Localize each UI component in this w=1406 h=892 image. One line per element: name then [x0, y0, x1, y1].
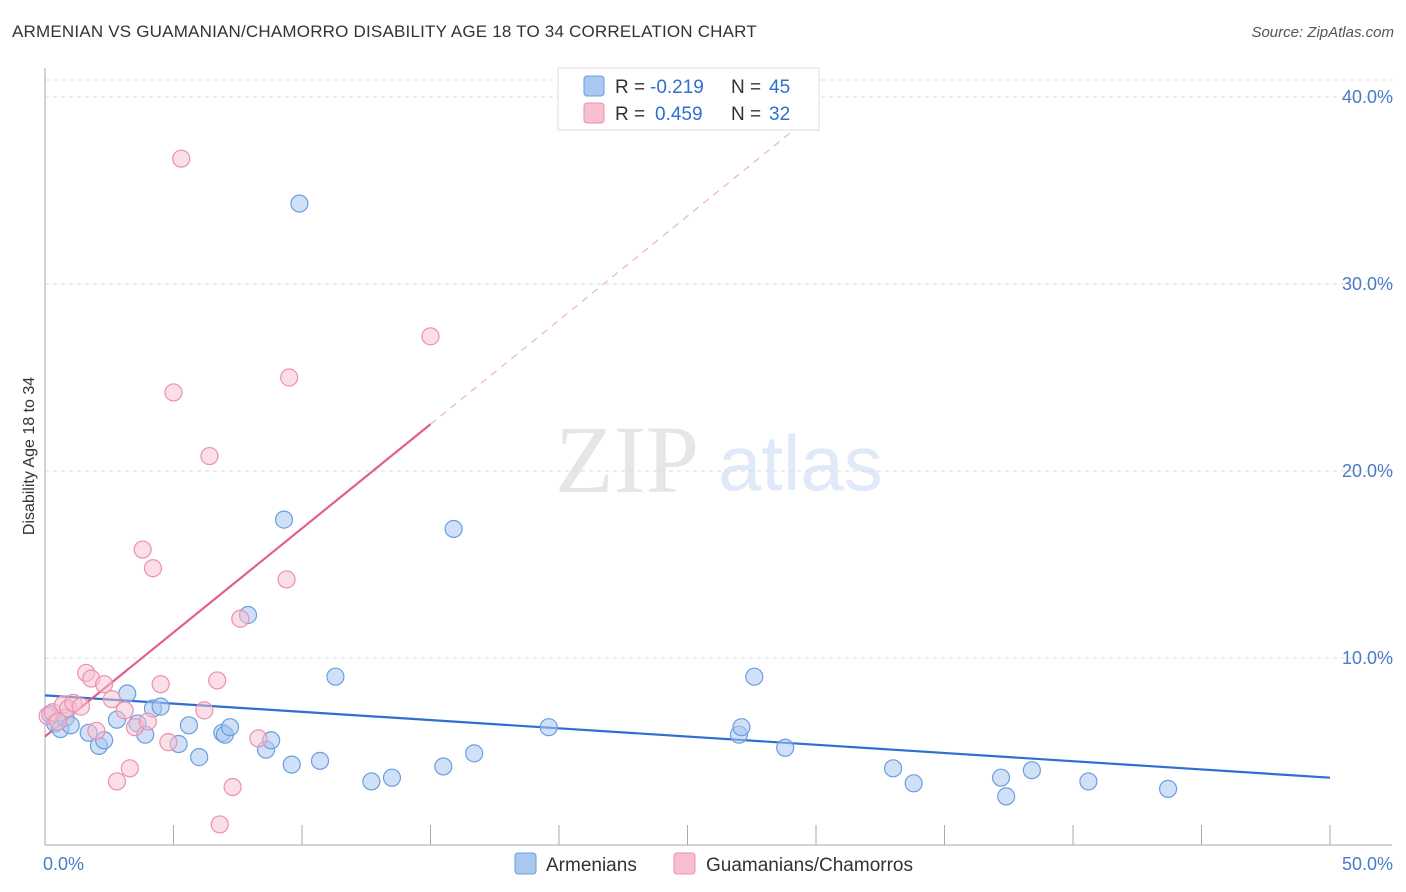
- point-guam-22: [172, 149, 191, 168]
- x-tick-label-max: 50.0%: [1342, 854, 1393, 874]
- point-armenians-39: [904, 774, 923, 793]
- point-guam-20: [159, 733, 178, 752]
- bottom-legend-armenians: Armenians: [546, 855, 637, 876]
- x-tick-label-min: 0.0%: [43, 854, 84, 874]
- point-guam-2: [48, 712, 67, 731]
- point-armenians-13: [151, 697, 170, 716]
- point-guam-24: [200, 446, 219, 466]
- watermark-atlas: atlas: [718, 419, 883, 507]
- point-guam-32: [421, 327, 440, 346]
- y-axis-label: Disability Age 18 to 34: [21, 377, 38, 535]
- point-armenians-35: [732, 718, 751, 737]
- point-armenians-42: [1022, 761, 1041, 780]
- point-armenians-37: [776, 738, 795, 757]
- point-guam-18: [143, 559, 163, 578]
- point-armenians-23: [274, 510, 294, 529]
- point-guam-30: [277, 570, 296, 589]
- point-armenians-41: [997, 787, 1016, 806]
- point-armenians-33: [539, 718, 558, 737]
- point-guam-29: [249, 729, 268, 748]
- point-armenians-16: [190, 748, 209, 767]
- point-guam-17: [138, 712, 157, 731]
- point-armenians-31: [444, 519, 463, 539]
- legend-r-value-armenians: -0.219: [650, 77, 704, 98]
- chart-title: ARMENIAN VS GUAMANIAN/CHAMORRO DISABILIT…: [12, 22, 757, 41]
- point-armenians-27: [326, 667, 345, 686]
- legend-r-label-armenians: R =: [615, 77, 645, 98]
- point-armenians-30: [434, 757, 453, 776]
- source-label: Source: ZipAtlas.com: [1251, 24, 1394, 41]
- point-guam-11: [102, 690, 121, 709]
- legend-n-label-guam: N =: [731, 104, 761, 125]
- point-guam-27: [223, 777, 242, 797]
- legend-n-label-armenians: N =: [731, 77, 761, 98]
- point-armenians-25: [290, 194, 309, 213]
- point-armenians-19: [220, 718, 240, 737]
- point-guam-14: [120, 759, 139, 778]
- series-legend: Armenians Guamanians/Chamorros: [514, 852, 913, 876]
- bottom-swatch-guam: [673, 852, 696, 875]
- legend-swatch-guam: [583, 102, 605, 124]
- tick-labels: 10.0% 20.0% 30.0% 40.0% 0.0% 50.0%: [43, 87, 1393, 874]
- axes: [44, 68, 1392, 846]
- point-guam-12: [107, 772, 127, 791]
- point-guam-25: [208, 671, 227, 690]
- bottom-legend-guam: Guamanians/Chamorros: [706, 855, 913, 876]
- point-armenians-9: [118, 684, 137, 703]
- y-tick-label-30: 30.0%: [1342, 274, 1393, 294]
- point-guam-28: [231, 609, 250, 628]
- point-armenians-44: [1158, 779, 1178, 799]
- watermark-zip: ZIP: [555, 406, 699, 513]
- trend-line-guam-extension: [430, 111, 817, 425]
- point-armenians-29: [382, 768, 402, 787]
- point-armenians-26: [310, 751, 330, 770]
- bottom-swatch-armenians: [514, 852, 537, 875]
- y-tick-label-40: 40.0%: [1342, 87, 1393, 107]
- point-guam-26: [210, 815, 229, 834]
- point-armenians-24: [282, 755, 301, 774]
- y-tick-label-10: 10.0%: [1342, 648, 1393, 668]
- legend-swatch-armenians: [583, 75, 605, 97]
- point-guam-23: [195, 701, 214, 720]
- point-armenians-32: [465, 744, 484, 763]
- point-guam-9: [87, 721, 106, 741]
- trend-line-armenians: [44, 694, 1331, 779]
- point-guam-16: [133, 540, 152, 559]
- correlation-legend: R = -0.219 N = 45 R = 0.459 N = 32: [557, 67, 820, 131]
- legend-n-value-guam: 32: [769, 104, 790, 125]
- point-armenians-36: [745, 667, 764, 686]
- point-guam-10: [95, 675, 114, 694]
- data-points: [38, 149, 1178, 834]
- point-armenians-40: [991, 768, 1011, 787]
- point-guam-31: [280, 368, 299, 387]
- point-guam-6: [71, 697, 91, 716]
- point-guam-19: [151, 675, 170, 694]
- legend-n-value-armenians: 45: [769, 77, 790, 98]
- point-armenians-15: [179, 716, 199, 735]
- legend-r-label-guam: R =: [615, 104, 645, 125]
- point-armenians-43: [1079, 772, 1098, 791]
- point-guam-21: [164, 383, 183, 402]
- point-armenians-38: [883, 759, 903, 778]
- point-guam-13: [115, 701, 134, 720]
- y-tick-label-20: 20.0%: [1342, 461, 1393, 481]
- legend-r-value-guam: 0.459: [655, 104, 703, 125]
- point-armenians-28: [362, 772, 381, 791]
